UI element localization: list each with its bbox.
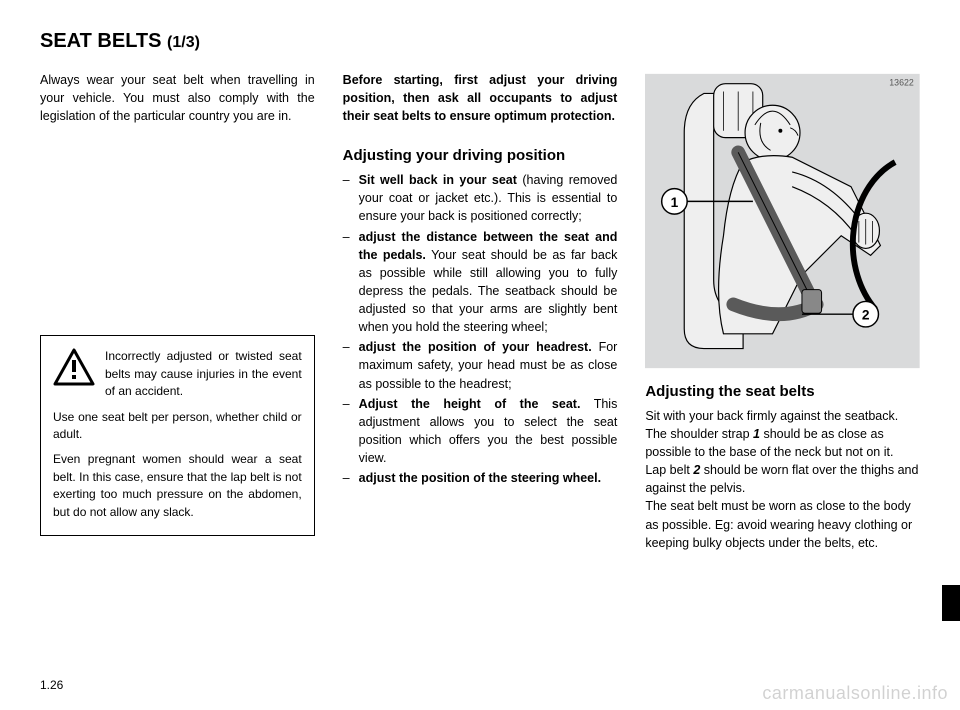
title-sub: (1/3) [167,34,200,51]
list-item: – Adjust the height of the seat. This ad… [343,395,618,468]
warning-para-1: Use one seat belt per person, whether ch… [53,409,302,444]
list-item: – adjust the position of your headrest. … [343,338,618,392]
page-number: 1.26 [40,678,63,692]
intro-text: Always wear your seat belt when travelli… [40,71,315,125]
figure-code: 13622 [890,78,915,88]
list-item: – adjust the position of the steering wh… [343,469,618,487]
warning-top-row: Incorrectly adjusted or twisted seat bel… [53,348,302,400]
warning-triangle-icon [53,348,95,386]
figure-label-2: 2 [862,308,870,323]
warning-para-2: Even pregnant women should wear a seat b… [53,451,302,521]
col2-subhead: Adjusting your driving position [343,145,618,167]
figure-label-1: 1 [671,195,679,210]
driving-position-list: – Sit well back in your seat (having rem… [343,171,618,487]
dash-icon: – [343,171,359,225]
dash-icon: – [343,395,359,468]
column-1: Always wear your seat belt when travelli… [40,71,315,552]
list-item-text: adjust the position of the steering whee… [359,469,618,487]
section-tab [942,585,960,621]
list-item-text: Adjust the height of the seat. This adju… [359,395,618,468]
list-item: – Sit well back in your seat (having rem… [343,171,618,225]
title-main: SEAT BELTS [40,30,167,52]
list-item-text: Sit well back in your seat (having remov… [359,171,618,225]
page-title: SEAT BELTS (1/3) [40,30,920,53]
list-item: – adjust the distance between the seat a… [343,228,618,337]
dash-icon: – [343,228,359,337]
col3-p2: The shoulder strap 1 should be as close … [645,425,920,461]
col2-lead: Before starting, first adjust your drivi… [343,71,618,125]
watermark: carmanualsonline.info [762,683,948,704]
column-3: 13622 [645,71,920,552]
seatbelt-figure: 13622 [645,71,920,371]
column-2: Before starting, first adjust your drivi… [343,71,618,552]
list-item-text: adjust the position of your headrest. Fo… [359,338,618,392]
manual-page: SEAT BELTS (1/3) Always wear your seat b… [0,0,960,710]
dash-icon: – [343,338,359,392]
col3-p3: Lap belt 2 should be worn flat over the … [645,461,920,497]
col3-subhead: Adjusting the seat belts [645,381,920,403]
warning-box: Incorrectly adjusted or twisted seat bel… [40,335,315,536]
list-item-text: adjust the distance between the seat and… [359,228,618,337]
dash-icon: – [343,469,359,487]
col3-p4: The seat belt must be worn as close to t… [645,497,920,551]
content-columns: Always wear your seat belt when travelli… [40,71,920,552]
warning-lead-text: Incorrectly adjusted or twisted seat bel… [105,348,302,400]
col3-p1: Sit with your back firmly against the se… [645,407,920,425]
